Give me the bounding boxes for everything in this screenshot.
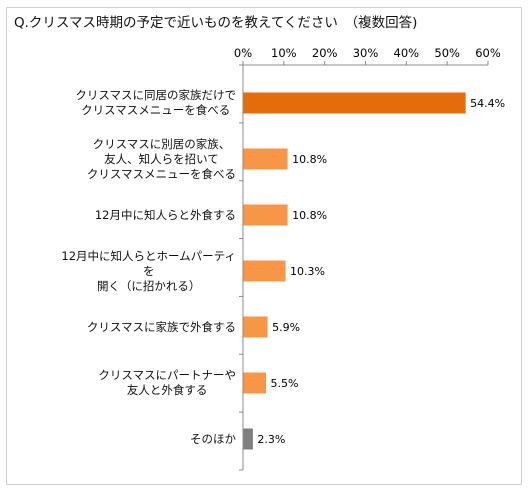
bar-value-label: 5.9% (272, 321, 300, 334)
bar-value-label: 10.8% (292, 153, 327, 166)
category-label: クリスマスに同居の家族だけで クリスマスメニューを食べる (75, 88, 236, 117)
category-label: 12月中に知人らとホームパーティ を 開く（に招かれる） (61, 248, 236, 293)
bar-value-label: 54.4% (470, 97, 505, 110)
chart-border (6, 7, 522, 485)
bar (243, 260, 286, 282)
bar (243, 204, 288, 226)
category-label: 12月中に知人らと外食する (94, 207, 236, 222)
category-label: クリスマスに家族で外食する (86, 319, 236, 334)
x-tick-label: 30% (353, 46, 379, 60)
x-tick-label: 20% (312, 46, 338, 60)
category-label: クリスマスにパートナーや 友人と外食する (98, 368, 236, 397)
category-label: そのほか (190, 431, 236, 446)
x-tick-label: 0% (234, 46, 252, 60)
category-label: クリスマスに別居の家族、 友人、知人らを招いて クリスマスメニューを食べる (86, 136, 236, 181)
chart-title: Q.クリスマス時期の予定で近いものを教えてください （複数回答) (14, 15, 418, 31)
bar-value-label: 5.5% (270, 377, 298, 390)
x-tick-label: 60% (475, 46, 501, 60)
bar (243, 372, 266, 394)
x-tick-label: 40% (394, 46, 420, 60)
x-tick-label: 10% (271, 46, 297, 60)
bar (243, 428, 253, 450)
x-tick-label: 50% (434, 46, 460, 60)
bar-value-label: 2.3% (257, 433, 285, 446)
bar (243, 92, 466, 114)
bar-value-label: 10.8% (292, 209, 327, 222)
bar (243, 316, 268, 338)
bar (243, 148, 288, 170)
bar-value-label: 10.3% (290, 265, 325, 278)
